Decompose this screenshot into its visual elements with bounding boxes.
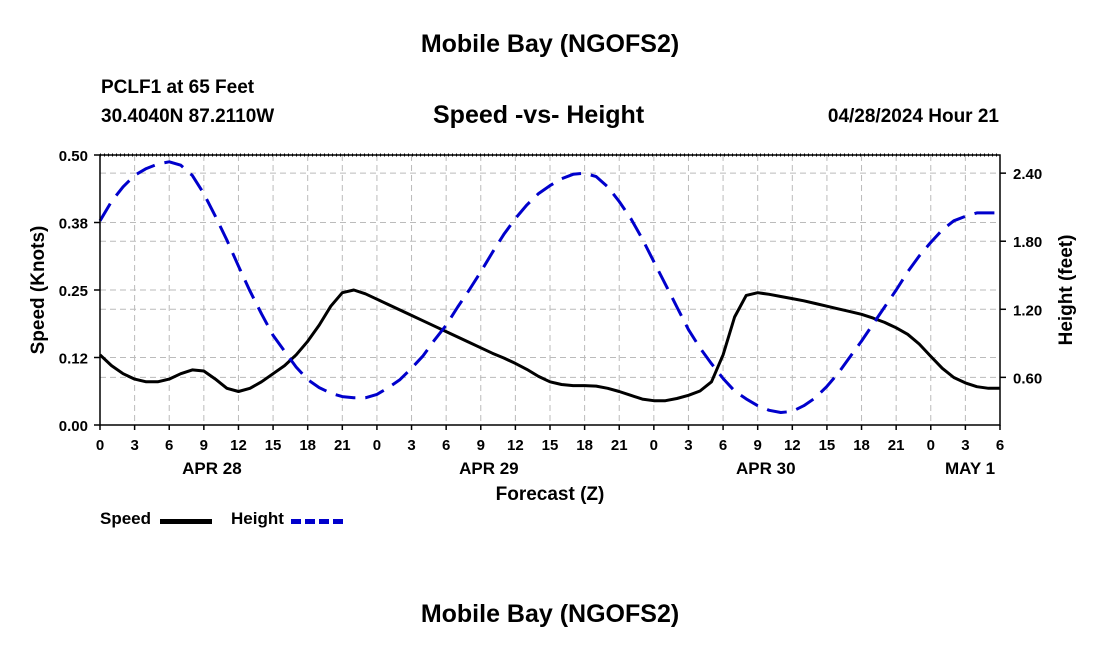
x-tick-label: 9 — [200, 437, 208, 454]
x-tick-label: 21 — [611, 437, 628, 454]
x-tick-label: 12 — [230, 437, 247, 454]
x-tick-label: 3 — [130, 437, 138, 454]
x-tick-label: 9 — [477, 437, 485, 454]
legend-speed-label: Speed — [100, 509, 152, 528]
x-tick-label: 0 — [96, 437, 104, 454]
x-axis-title: Forecast (Z) — [496, 484, 605, 505]
x-tick-label: 18 — [299, 437, 316, 454]
date-label: APR 28 — [182, 459, 242, 478]
height-series-line — [98, 160, 1000, 414]
date-label: APR 30 — [736, 459, 796, 478]
series-layer — [98, 160, 1000, 414]
chart-title: Mobile Bay (NGOFS2) — [420, 30, 680, 58]
x-tick-label: 21 — [334, 437, 351, 454]
date-label: MAY 1 — [945, 459, 995, 478]
legend-height-label: Height — [231, 509, 284, 528]
y-tick-label: 0.38 — [59, 216, 88, 233]
y-tick-label: 0.00 — [59, 418, 88, 435]
x-tick-label: 6 — [165, 437, 173, 454]
legend-speed-swatch — [160, 519, 212, 524]
y2-tick-label: 1.80 — [1013, 234, 1042, 251]
x-tick-label: 9 — [754, 437, 762, 454]
x-tick-label: 0 — [650, 437, 658, 454]
x-tick-label: 18 — [853, 437, 870, 454]
x-tick-label: 3 — [407, 437, 415, 454]
x-tick-label: 6 — [719, 437, 727, 454]
x-tick-label: 3 — [961, 437, 969, 454]
date-label: APR 29 — [459, 459, 519, 478]
x-tick-label: 6 — [442, 437, 450, 454]
y2-tick-label: 1.20 — [1013, 302, 1042, 319]
legend-height-swatch — [291, 519, 343, 524]
y-tick-label: 0.25 — [59, 283, 88, 300]
axis-labels: 0 3 6 9 12 15 18 21 0 3 6 9 12 15 18 21 0 3 6 9 12 15 18 21 0 3 6 0… — [28, 148, 1077, 505]
y-tick-label: 0.12 — [59, 351, 88, 368]
x-tick-label: 12 — [507, 437, 524, 454]
footer-title: Mobile Bay (NGOFS2) — [420, 600, 680, 628]
x-tick-label: 12 — [784, 437, 801, 454]
x-tick-label: 6 — [996, 437, 1004, 454]
axes — [94, 153, 1006, 430]
y2-tick-label: 2.40 — [1013, 166, 1042, 183]
x-tick-label: 0 — [373, 437, 381, 454]
x-tick-label: 15 — [542, 437, 559, 454]
x-tick-label: 18 — [576, 437, 593, 454]
grid — [100, 155, 1000, 425]
x-tick-label: 21 — [888, 437, 905, 454]
y2-tick-label: 0.60 — [1013, 370, 1042, 387]
coordinates-label: 30.4040N 87.2110W — [101, 106, 275, 127]
speed-series-line — [98, 288, 1000, 403]
chart-subtitle: Speed -vs- Height — [433, 101, 645, 129]
y-tick-label: 0.50 — [59, 148, 88, 165]
forecast-datetime: 04/28/2024 Hour 21 — [827, 106, 999, 127]
x-tick-label: 15 — [819, 437, 836, 454]
y-axis-title: Speed (Knots) — [28, 226, 49, 355]
x-tick-label: 15 — [265, 437, 282, 454]
station-label: PCLF1 at 65 Feet — [101, 77, 255, 98]
y2-axis-title: Height (feet) — [1056, 235, 1077, 346]
x-tick-label: 3 — [684, 437, 692, 454]
x-tick-label: 0 — [927, 437, 935, 454]
